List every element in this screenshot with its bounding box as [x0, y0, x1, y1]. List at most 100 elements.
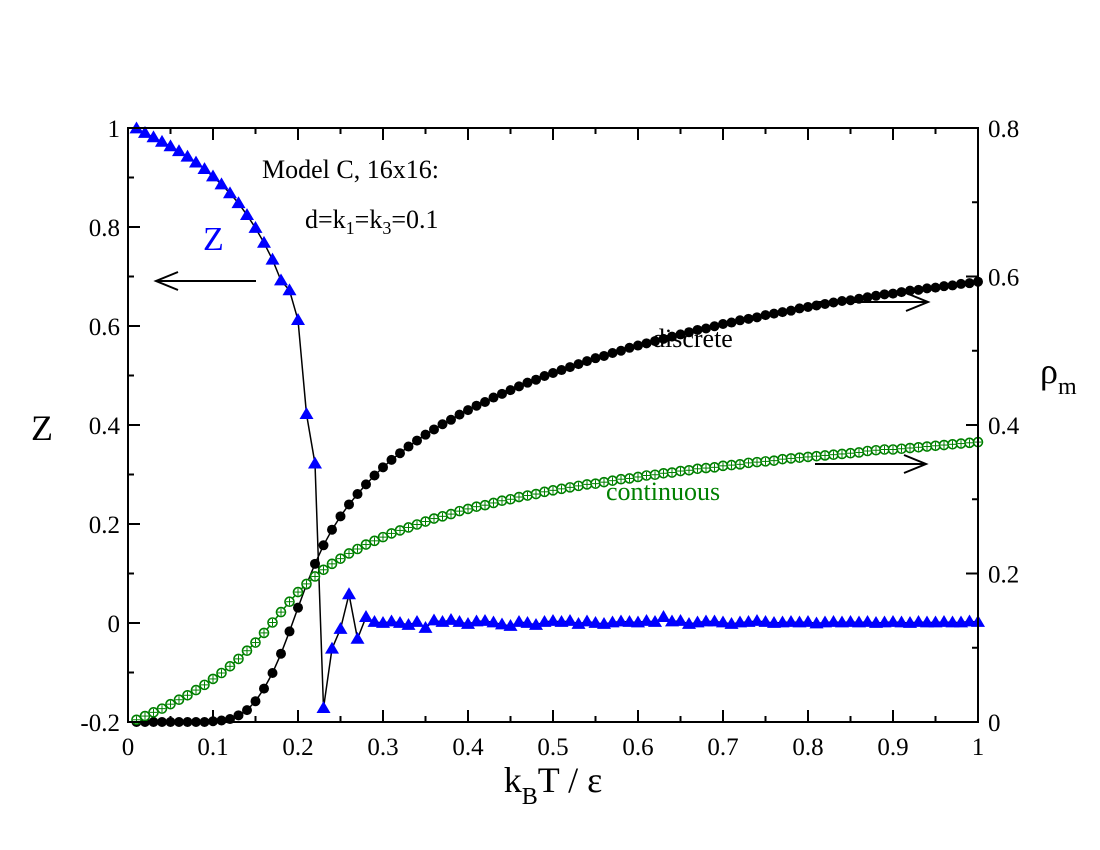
data-point-discrete: [335, 511, 346, 522]
data-point-discrete: [310, 558, 320, 569]
data-point-continuous: [887, 444, 899, 455]
data-point-continuous: [428, 513, 440, 524]
data-point-Z: [367, 615, 382, 627]
data-point-continuous: [666, 467, 678, 478]
data-point-Z: [673, 614, 688, 626]
series-discrete: [131, 276, 983, 727]
data-point-discrete: [293, 602, 303, 613]
data-point-Z: [410, 615, 424, 627]
data-point-discrete: [658, 333, 669, 344]
data-point-continuous: [921, 441, 933, 452]
data-point-Z: [189, 155, 203, 168]
y-left-axis-title: Z: [31, 408, 53, 448]
data-point-Z: [486, 615, 501, 628]
data-point-continuous: [760, 456, 771, 467]
continuous-series-label: continuous: [606, 477, 720, 506]
data-point-Z: [784, 615, 798, 627]
axis-ticks: [127, 127, 979, 723]
data-point-continuous: [709, 462, 720, 473]
data-point-discrete: [216, 715, 227, 726]
data-point-discrete: [675, 329, 686, 340]
data-point-continuous: [343, 548, 355, 559]
model-annotation-value: =0.1: [391, 205, 438, 234]
data-point-discrete: [633, 340, 643, 351]
data-point-continuous: [318, 564, 329, 576]
data-point-Z: [588, 616, 603, 628]
data-point-continuous: [267, 617, 278, 628]
data-point-Z: [444, 613, 458, 625]
data-point-discrete: [794, 303, 805, 314]
data-point-discrete: [259, 683, 269, 694]
data-point-Z: [384, 614, 399, 627]
data-point-continuous: [930, 440, 941, 452]
data-point-continuous: [335, 553, 346, 564]
data-point-continuous: [207, 673, 219, 685]
data-point-discrete: [692, 324, 703, 335]
data-point-discrete: [565, 362, 575, 373]
data-point-Z: [325, 641, 339, 654]
series-Z: [129, 121, 985, 714]
y-left-tick-label: 0.6: [89, 314, 120, 341]
data-point-Z: [546, 614, 560, 626]
right-axis-arrow-continuous: [815, 454, 929, 474]
data-point-Z: [197, 162, 212, 174]
y-right-axis-title-sub: m: [1058, 374, 1077, 400]
data-point-discrete: [556, 365, 567, 376]
data-point-continuous: [454, 505, 465, 517]
data-point-continuous: [785, 453, 797, 464]
data-point-continuous: [326, 558, 338, 570]
x-tick-label: 0.8: [792, 734, 823, 761]
data-point-discrete: [531, 374, 541, 385]
data-point-continuous: [403, 522, 414, 533]
data-point-Z: [240, 208, 254, 221]
discrete-series-label: discrete: [652, 324, 733, 353]
data-point-discrete: [922, 283, 932, 294]
data-point-discrete: [573, 359, 584, 370]
data-point-continuous: [777, 453, 788, 465]
data-point-discrete: [582, 356, 592, 367]
data-point-discrete: [709, 321, 720, 332]
data-point-Z: [648, 615, 662, 627]
data-point-discrete: [607, 347, 618, 358]
data-point-Z: [707, 614, 722, 627]
data-point-discrete: [548, 368, 558, 379]
data-point-continuous: [369, 535, 380, 547]
data-point-discrete: [463, 405, 473, 416]
data-point-Z: [418, 620, 433, 633]
data-point-discrete: [318, 540, 329, 551]
data-point-discrete: [956, 278, 966, 289]
data-point-discrete: [820, 298, 830, 309]
data-point-Z: [801, 615, 815, 627]
x-axis-title: kBT / ε: [504, 760, 602, 810]
x-tick-label: 0.6: [622, 734, 653, 761]
data-point-discrete: [420, 429, 431, 440]
data-point-discrete: [862, 292, 873, 303]
data-point-discrete: [650, 336, 660, 347]
data-point-continuous: [539, 486, 550, 498]
data-point-discrete: [888, 288, 898, 299]
data-point-continuous: [700, 462, 712, 474]
data-point-discrete: [641, 338, 652, 349]
x-tick-label: 0.4: [452, 734, 484, 761]
x-tick-label: 0.5: [537, 734, 568, 761]
data-point-continuous: [275, 606, 287, 618]
data-point-discrete: [845, 295, 856, 306]
data-point-discrete: [803, 301, 813, 312]
data-point-continuous: [505, 493, 516, 505]
left-axis-arrow: [153, 271, 256, 291]
data-point-discrete: [624, 342, 635, 353]
data-point-continuous: [964, 437, 975, 449]
data-point-discrete: [378, 462, 388, 473]
data-point-continuous: [309, 571, 321, 582]
x-axis-title-k: k: [504, 760, 522, 800]
data-point-continuous: [743, 457, 754, 469]
data-point-discrete: [344, 499, 354, 510]
data-point-continuous: [173, 694, 185, 706]
data-point-continuous: [479, 499, 491, 511]
data-point-Z: [308, 456, 322, 469]
data-point-discrete: [242, 705, 252, 716]
data-point-discrete: [964, 278, 975, 289]
data-point-discrete: [446, 414, 456, 425]
data-point-Z: [223, 186, 237, 199]
data-point-discrete: [233, 710, 244, 721]
